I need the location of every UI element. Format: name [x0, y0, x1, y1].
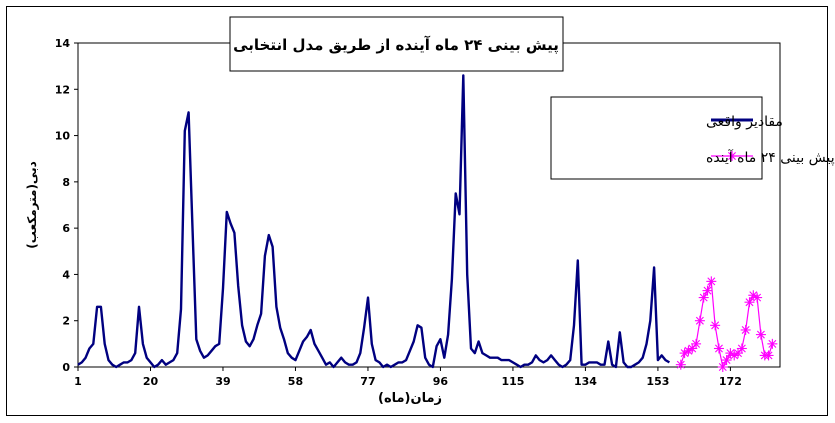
star-marker-stroke — [711, 321, 720, 330]
series-point — [721, 355, 732, 366]
star-marker-stroke — [749, 291, 758, 300]
star-marker-stroke — [703, 286, 712, 295]
star-marker-stroke — [722, 356, 731, 365]
series-point — [694, 315, 705, 326]
legend-star-marker — [727, 151, 737, 161]
series-point — [713, 343, 724, 354]
series-point — [763, 350, 774, 361]
chart-title: پیش بینی ۲۴ ماه آینده از طریق مدل انتخاب… — [233, 36, 559, 55]
star-marker-stroke — [768, 339, 777, 348]
chart-frame — [6, 6, 828, 416]
y-tick-label: 12 — [55, 83, 70, 96]
star-marker-stroke — [734, 349, 743, 358]
y-tick-label: 10 — [55, 130, 71, 143]
legend-label-forecast: پیش بینی ۲۴ ماه آینده — [706, 149, 835, 166]
series-point — [767, 338, 778, 349]
legend: مقادیر واقعی پیش بینی ۲۴ ماه آینده — [550, 96, 835, 180]
x-tick-label: 96 — [433, 375, 449, 388]
series-point — [744, 297, 755, 308]
star-marker-stroke — [737, 344, 746, 353]
star-marker-stroke — [692, 339, 701, 348]
x-tick-label: 58 — [288, 375, 303, 388]
star-marker-stroke — [695, 316, 704, 325]
series-point — [717, 362, 728, 372]
x-tick-label: 20 — [143, 375, 159, 388]
series-layer — [77, 74, 778, 372]
star-marker-stroke — [699, 293, 708, 302]
legend-label-actual: مقادیر واقعی — [706, 114, 783, 130]
y-axis-label: دبی(مترمکعب) — [25, 161, 39, 248]
star-marker-stroke — [676, 360, 685, 369]
x-tick-label: 1 — [74, 375, 82, 388]
series-point — [691, 338, 702, 349]
x-tick-label: 39 — [215, 375, 230, 388]
y-tick-label: 8 — [62, 176, 70, 189]
series-point — [675, 359, 686, 370]
star-marker-stroke — [688, 344, 697, 353]
x-axis-label: زمان(ماه) — [378, 391, 442, 406]
x-tick-label: 172 — [719, 375, 742, 388]
y-tick-label: 4 — [62, 268, 70, 281]
star-marker-stroke — [728, 152, 736, 160]
y-tick-label: 6 — [62, 222, 70, 235]
series-point — [710, 320, 721, 331]
star-marker-stroke — [714, 344, 723, 353]
x-tick-label: 134 — [574, 375, 597, 388]
star-marker-stroke — [753, 293, 762, 302]
x-tick-label: 153 — [646, 375, 669, 388]
series-point — [736, 343, 747, 354]
series-line-1 — [680, 280, 773, 368]
y-tick-label: 14 — [55, 37, 71, 50]
series-point — [702, 285, 713, 296]
legend-box — [550, 96, 763, 180]
star-marker-stroke — [764, 351, 773, 360]
series-point — [706, 276, 717, 287]
star-marker-stroke — [726, 349, 735, 358]
series-point — [755, 329, 766, 340]
title-box — [229, 16, 564, 72]
star-marker-stroke — [756, 330, 765, 339]
star-marker-stroke — [707, 277, 716, 286]
series-point — [698, 292, 709, 303]
star-marker-stroke — [741, 325, 750, 334]
series-line-0 — [77, 74, 671, 369]
axes: 0 2 4 6 8 10 12 14 1 20 39 58 77 96 115 134 153 172 — [55, 37, 781, 388]
y-tick-label: 2 — [62, 315, 70, 328]
series-point — [727, 151, 737, 161]
star-marker-stroke — [745, 298, 754, 307]
series-point — [752, 292, 763, 303]
star-marker-stroke — [718, 363, 727, 371]
y-tick-label: 0 — [62, 361, 70, 374]
x-tick-label: 77 — [360, 375, 375, 388]
series-point — [740, 324, 751, 335]
x-tick-label: 115 — [501, 375, 524, 388]
